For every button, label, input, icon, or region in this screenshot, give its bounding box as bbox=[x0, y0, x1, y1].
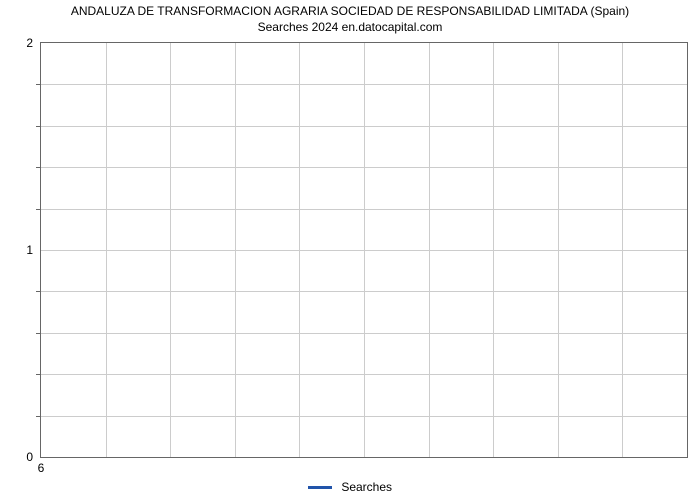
y-axis-minor-tick bbox=[36, 291, 41, 292]
y-axis-minor-tick bbox=[36, 416, 41, 417]
gridline-horizontal bbox=[41, 291, 687, 292]
y-axis-minor-tick bbox=[36, 209, 41, 210]
y-axis-minor-tick bbox=[36, 167, 41, 168]
gridline-horizontal bbox=[41, 167, 687, 168]
chart-title-line1: ANDALUZA DE TRANSFORMACION AGRARIA SOCIE… bbox=[40, 4, 660, 20]
y-axis-minor-tick bbox=[36, 126, 41, 127]
gridline-horizontal bbox=[41, 126, 687, 127]
chart-plot-area: 0126 bbox=[40, 42, 688, 458]
y-axis-tick: 2 bbox=[26, 36, 41, 50]
chart-title: ANDALUZA DE TRANSFORMACION AGRARIA SOCIE… bbox=[0, 4, 700, 35]
gridline-horizontal bbox=[41, 333, 687, 334]
gridline-horizontal bbox=[41, 374, 687, 375]
gridline-horizontal bbox=[41, 250, 687, 251]
chart-title-line2: Searches 2024 en.datocapital.com bbox=[40, 20, 660, 36]
legend-label-searches: Searches bbox=[341, 480, 392, 494]
gridline-horizontal bbox=[41, 84, 687, 85]
y-axis-tick: 1 bbox=[26, 243, 41, 257]
chart-grid: 0126 bbox=[40, 42, 688, 458]
chart-legend: Searches bbox=[0, 479, 700, 494]
x-axis-tick: 6 bbox=[38, 457, 45, 475]
y-axis-minor-tick bbox=[36, 374, 41, 375]
y-axis-minor-tick bbox=[36, 333, 41, 334]
legend-swatch-searches bbox=[308, 486, 332, 489]
y-axis-minor-tick bbox=[36, 84, 41, 85]
gridline-horizontal bbox=[41, 209, 687, 210]
gridline-horizontal bbox=[41, 416, 687, 417]
